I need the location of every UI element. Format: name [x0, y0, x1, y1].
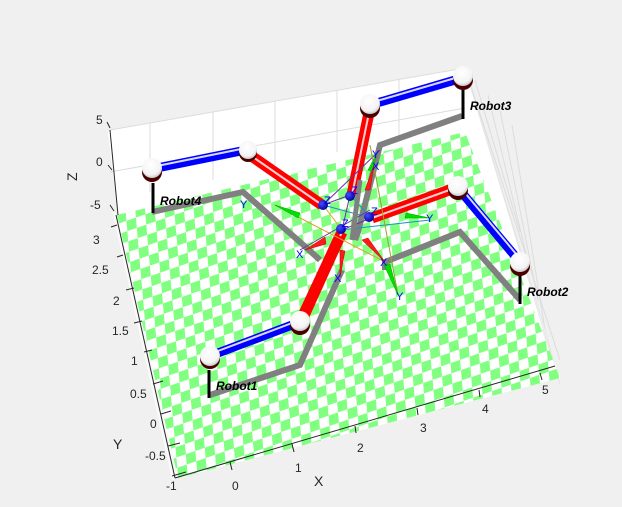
lower-links: [246, 106, 457, 323]
z-axis-line: [109, 129, 119, 216]
y-axis-ticks: [110, 224, 187, 477]
z-tick-5: 5: [96, 113, 103, 127]
y-arrow-icon: [383, 263, 399, 296]
y-axis-line: [115, 214, 176, 479]
y-arrow-icon: [367, 152, 378, 172]
x-frame-arrows: [304, 164, 386, 278]
y-tick-1: 1: [131, 354, 138, 368]
frame-origin-ball: [364, 212, 374, 222]
frame-origin-ball: [345, 191, 355, 201]
x-tick-5: 5: [542, 383, 549, 397]
z-tick-0: 0: [96, 155, 103, 169]
x-axis-label: X: [314, 473, 324, 489]
z-axis-label: Z: [64, 172, 80, 181]
frame-label-y: Y: [426, 213, 434, 225]
y-arrow-icon: [274, 204, 301, 219]
frame-label-z: Z: [371, 206, 378, 218]
robot1-elbow-joint: [290, 311, 310, 335]
frame-origin-ball: [336, 224, 346, 234]
y-tick-2.5: 2.5: [92, 263, 109, 277]
z-tick-neg5: -5: [90, 198, 101, 212]
frame-label-y: Y: [396, 291, 404, 303]
frame-label-x: X: [380, 257, 388, 269]
center-post: [349, 179, 363, 241]
y-tick-0: 0: [150, 417, 157, 431]
base-poles: [151, 90, 522, 398]
robot3-label: Robot3: [470, 99, 512, 113]
robot3-elbow-joint: [360, 94, 380, 118]
y-tick-3: 3: [93, 233, 100, 247]
upper-links: [147, 73, 525, 361]
y-tick-neg1: -1: [166, 479, 177, 493]
frame-label-x: X: [372, 161, 380, 173]
robot2-label: Robot2: [527, 285, 569, 299]
y-tick-1.5: 1.5: [112, 324, 129, 338]
frame-label-z: Z: [342, 218, 349, 230]
robot1-shadow: [209, 268, 345, 398]
x-arrow-icon: [339, 249, 346, 278]
robot3-upper-link: [365, 73, 467, 110]
x-tick-1: 1: [295, 461, 302, 475]
x-arrow-icon: [304, 236, 327, 251]
back-wall-grid: [109, 79, 546, 331]
axis-lines: [109, 129, 556, 479]
joints: [142, 66, 530, 369]
y-arrow-icon: [404, 212, 431, 219]
robot2-upper-link: [453, 183, 525, 267]
x-arrow-icon: [361, 237, 386, 263]
robot4-shadow: [151, 188, 323, 263]
robot1-label: Robot1: [216, 379, 258, 393]
z-axis-ticks: [106, 121, 115, 212]
frame-origins: [318, 191, 374, 234]
x-arrow-icon: [364, 164, 375, 191]
robot4-upper-link: [147, 145, 251, 174]
frame-origin-ball: [318, 200, 328, 210]
frame-label-z: Z: [324, 195, 331, 207]
x-axis-line: [174, 365, 556, 479]
frame-axis-labels: Y Y Y Y X X X X Z Z Z Z: [240, 149, 434, 303]
frame-label-y: Y: [372, 149, 380, 161]
frame-label-x: X: [296, 249, 304, 261]
robot2-base-joint: [510, 252, 530, 276]
y-axis-label: Y: [113, 436, 123, 452]
frame-label-x: X: [334, 273, 342, 285]
frame-label-z: Z: [351, 185, 358, 197]
frame-label-y: Y: [240, 199, 248, 211]
robot4-elbow-joint: [239, 141, 257, 162]
x-tick-0: 0: [232, 479, 239, 493]
x-tick-4: 4: [482, 402, 489, 416]
robot1-base-joint: [200, 346, 220, 369]
robot1-upper-link: [205, 317, 305, 361]
x-tick-3: 3: [420, 421, 427, 435]
y-tick-neg0.5: -0.5: [145, 449, 166, 463]
y-tick-0.5: 0.5: [130, 387, 147, 401]
x-tick-2: 2: [357, 441, 364, 455]
x-axis-ticks: [229, 372, 543, 471]
robot2-elbow-joint: [448, 176, 468, 200]
y-tick-2: 2: [113, 294, 120, 308]
robot4-label: Robot4: [160, 194, 202, 208]
right-wall: [464, 67, 561, 386]
robot1-lower-link-extension: [296, 233, 346, 323]
robot3-base-joint: [453, 66, 473, 90]
y-frame-arrows: [274, 152, 431, 296]
robot4-base-joint: [142, 158, 162, 182]
